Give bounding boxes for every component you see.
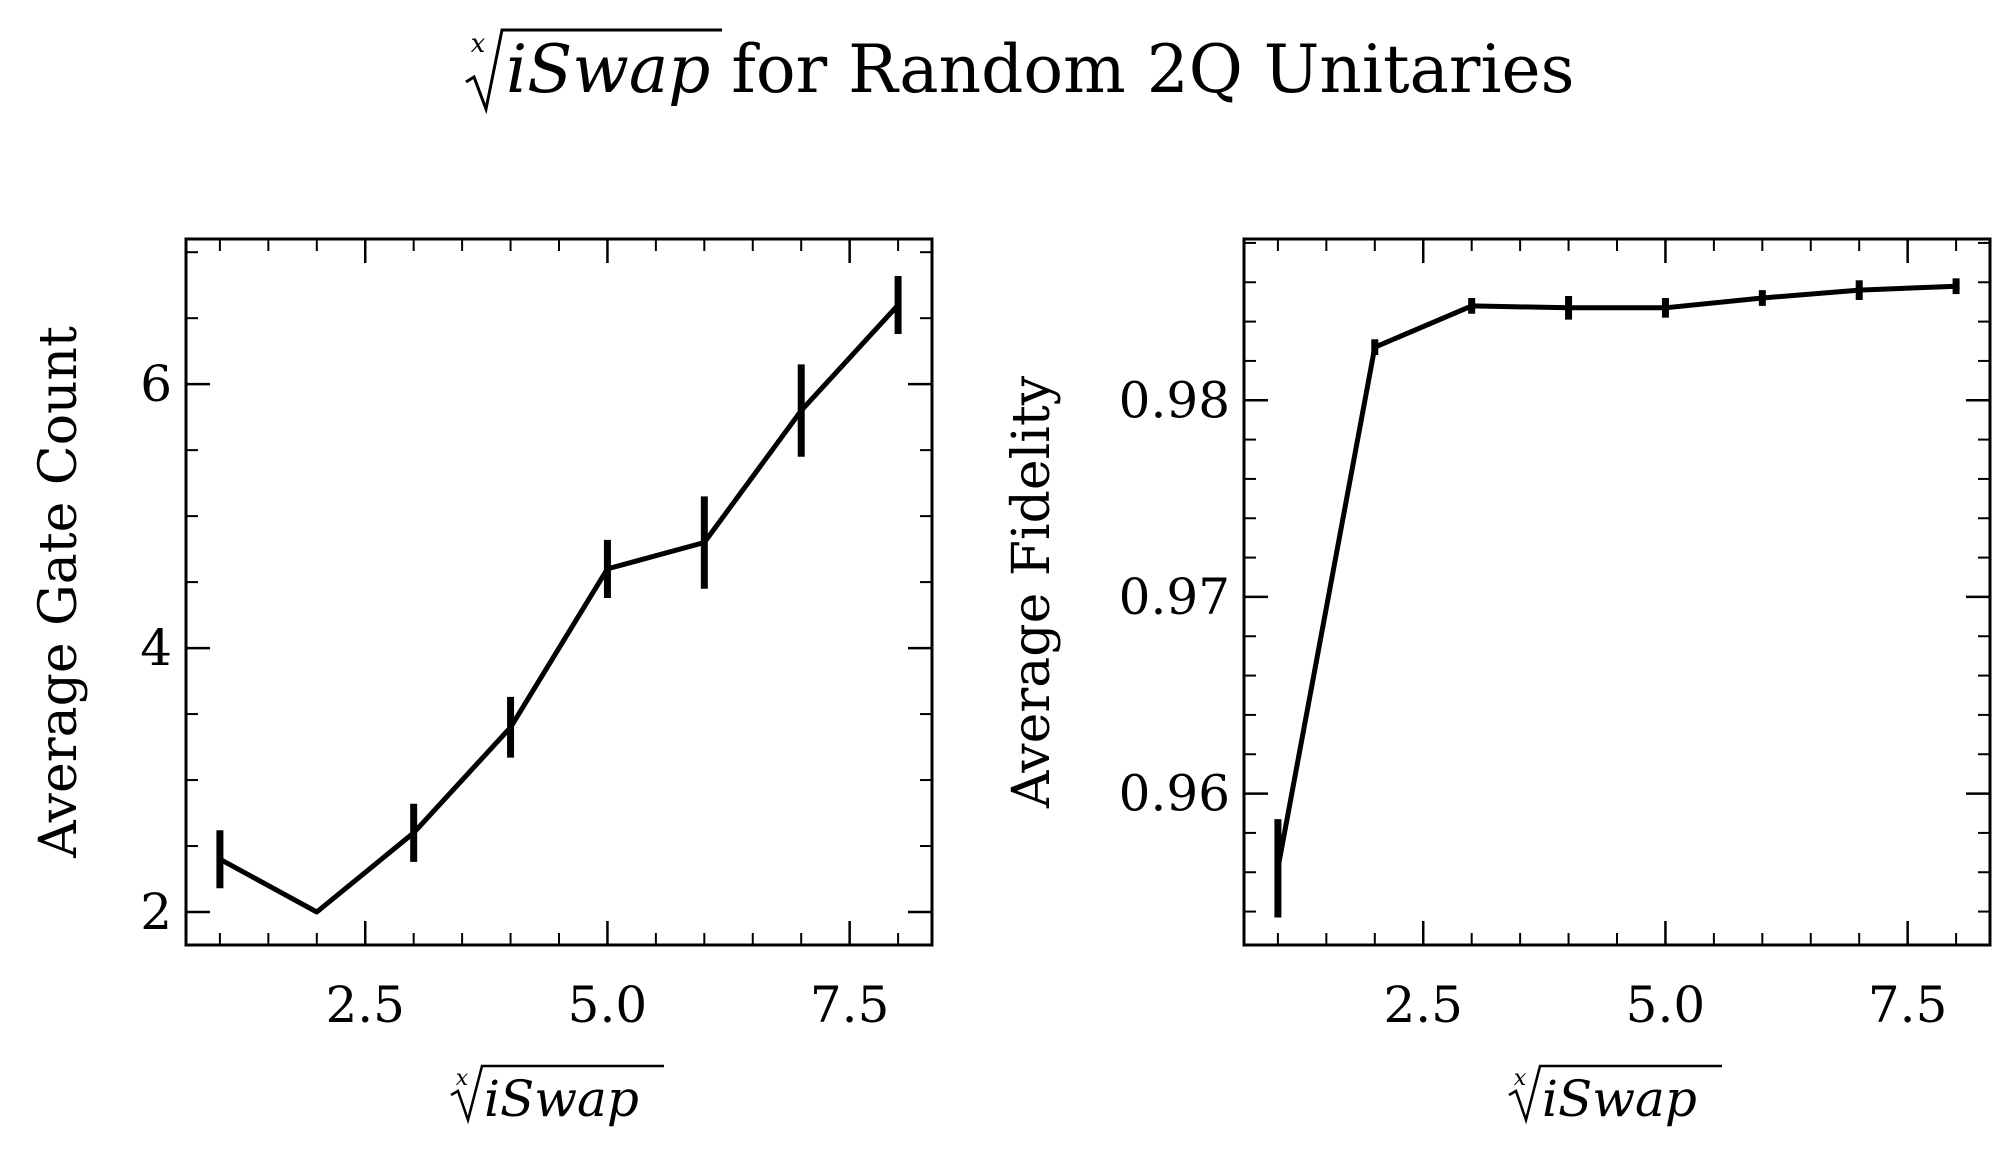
fidelity-x-root-index: x	[1514, 1066, 1527, 1091]
fidelity-plot: 2.5 5.0 7.5 0.96 0.97 0.98 Average Fidelity x…	[1002, 237, 1992, 1128]
gate-count-x-root-index: x	[456, 1066, 469, 1091]
gate-count-y-tick-label: 2	[140, 883, 172, 941]
gate-count-x-tick-label: 2.5	[325, 976, 405, 1034]
figure-title: x iSwap for Random 2Q Unitaries	[465, 28, 1574, 115]
gate-count-axes-frame	[184, 237, 934, 947]
fidelity-y-axis-label: Average Fidelity	[1002, 375, 1062, 809]
gate-count-x-radical-sign	[450, 1064, 664, 1125]
fidelity-y-tick-label: 0.98	[1119, 371, 1230, 429]
title-rest: for Random 2Q Unitaries	[710, 31, 1574, 108]
fidelity-marks	[1274, 278, 1960, 918]
gate-count-tick-labels: 2.5 5.0 7.5 2 4 6	[140, 355, 889, 1034]
fidelity-y-tick-label: 0.96	[1119, 765, 1230, 823]
gate-count-y-tick-label: 4	[140, 619, 172, 677]
title-iswap: iSwap	[506, 31, 710, 108]
title-text: iSwap for Random 2Q Unitaries	[506, 31, 1574, 108]
fidelity-x-tick-label: 5.0	[1626, 976, 1706, 1034]
fidelity-x-radical-sign	[1508, 1064, 1722, 1125]
gate-count-marks	[216, 275, 902, 915]
gate-count-x-label-text: iSwap	[484, 1070, 639, 1128]
gate-count-series-line	[218, 303, 900, 915]
gate-count-y-tick-label: 6	[140, 355, 172, 413]
fidelity-y-tick-label: 0.97	[1119, 568, 1230, 626]
gate-count-plot: 2.5 5.0 7.5 2 4 6 Average Gate Count x iSwap	[29, 237, 934, 1128]
gate-count-ticks	[186, 239, 932, 945]
gate-count-x-tick-label: 7.5	[810, 976, 890, 1034]
title-radical-sign	[465, 28, 722, 115]
fidelity-tick-labels: 2.5 5.0 7.5 0.96 0.97 0.98	[1119, 371, 1948, 1034]
gate-count-x-tick-label: 5.0	[568, 976, 648, 1034]
title-root-index: x	[471, 29, 486, 59]
gate-count-y-axis-label: Average Gate Count	[29, 326, 89, 859]
fidelity-axes-frame	[1242, 237, 1992, 947]
fidelity-x-tick-label: 2.5	[1383, 976, 1463, 1034]
fidelity-series-line	[1275, 283, 1957, 869]
gate-count-x-axis-label: x iSwap	[450, 1064, 664, 1128]
fidelity-x-axis-label: x iSwap	[1508, 1064, 1722, 1128]
fidelity-ticks	[1244, 239, 1990, 945]
fidelity-x-tick-label: 7.5	[1868, 976, 1948, 1034]
fidelity-x-label-text: iSwap	[1542, 1070, 1697, 1128]
